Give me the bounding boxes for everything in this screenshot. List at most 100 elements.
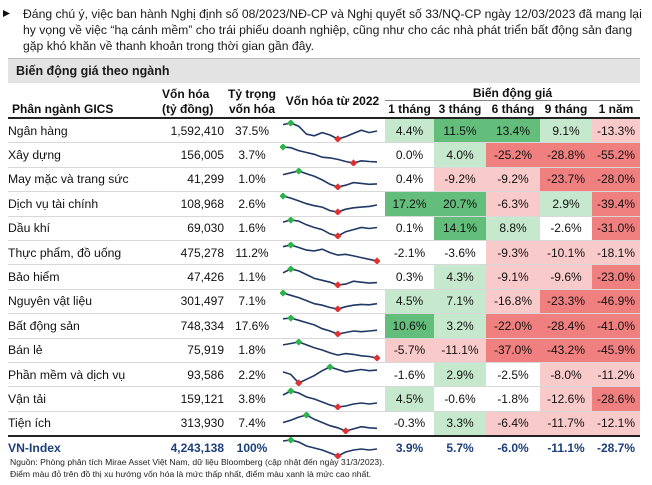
sparkline-min-marker bbox=[342, 427, 350, 435]
market-cap-value: 41,299 bbox=[154, 167, 224, 193]
sparkline-path bbox=[282, 292, 378, 311]
header-period-1m: 1 tháng bbox=[385, 100, 434, 119]
sparkline-min-marker bbox=[334, 135, 342, 142]
sparkline-path bbox=[282, 317, 378, 335]
change-6m: -16.8% bbox=[486, 289, 540, 315]
change-1m: -2.1% bbox=[385, 240, 434, 266]
header-mcap-cell: Vốn hóa (tỷ đồng) bbox=[154, 86, 224, 119]
sparkline-min-marker bbox=[373, 354, 380, 362]
sparkline-min-marker bbox=[334, 208, 342, 215]
sparkline-chart bbox=[282, 314, 378, 337]
sparkline-min-marker bbox=[334, 403, 342, 410]
sparkline-cell bbox=[280, 362, 385, 388]
sparkline-min-marker bbox=[334, 330, 342, 337]
table-row: Dầu khí 69,030 1.6% 0.1% 14.1% 8.8% -2.6% -31.0… bbox=[8, 216, 641, 241]
sector-name: Phần mềm và dịch vụ bbox=[8, 362, 154, 388]
sparkline-path bbox=[282, 219, 378, 238]
change-1y: -28.7% bbox=[592, 435, 641, 460]
sector-name: Ngân hàng bbox=[8, 118, 154, 144]
sparkline-cell bbox=[280, 435, 385, 460]
change-3m: 14.1% bbox=[434, 216, 486, 241]
market-cap-value: 4,243,138 bbox=[154, 435, 224, 460]
change-3m: 3.2% bbox=[434, 313, 486, 339]
change-9m: -2.6% bbox=[540, 216, 592, 241]
change-1m: 0.4% bbox=[385, 167, 434, 193]
change-6m: -1.8% bbox=[486, 386, 540, 412]
change-9m: -10.1% bbox=[540, 240, 592, 266]
sparkline-chart bbox=[282, 217, 378, 240]
header-change-group: Biến động giá bbox=[385, 86, 641, 101]
weight-value: 3.7% bbox=[224, 142, 280, 168]
sparkline-path bbox=[282, 268, 378, 286]
change-9m: -12.6% bbox=[540, 386, 592, 412]
sector-name: Nguyên vật liệu bbox=[8, 289, 154, 315]
sparkline-cell bbox=[280, 289, 385, 315]
change-9m: -23.3% bbox=[540, 289, 592, 315]
sparkline-max-marker bbox=[326, 363, 334, 371]
weight-value: 3.8% bbox=[224, 386, 280, 412]
change-1y: -11.2% bbox=[592, 362, 641, 388]
change-6m: -9.1% bbox=[486, 264, 540, 290]
change-3m: 7.1% bbox=[434, 289, 486, 315]
change-1m: 4.5% bbox=[385, 386, 434, 412]
change-1m: 4.5% bbox=[385, 289, 434, 315]
table-body: Ngân hàng 1,592,410 37.5% 4.4% 11.5% 13.4% 9.1… bbox=[8, 118, 641, 437]
section-title: Biến động giá theo ngành bbox=[16, 64, 170, 78]
market-cap-value: 1,592,410 bbox=[154, 118, 224, 144]
change-6m: 13.4% bbox=[486, 118, 540, 144]
change-1y: -23.0% bbox=[592, 264, 641, 290]
sparkline-max-marker bbox=[302, 412, 311, 420]
market-cap-value: 47,426 bbox=[154, 264, 224, 290]
header-weight-line1: Tỷ trọng bbox=[228, 87, 276, 101]
sparkline-cell bbox=[280, 167, 385, 193]
change-1m: -1.6% bbox=[385, 362, 434, 388]
table-row: Vận tải 159,121 3.8% 4.5% -0.6% -1.8% -12.6% -2… bbox=[8, 386, 641, 412]
weight-value: 11.2% bbox=[224, 240, 280, 266]
sparkline-min-marker bbox=[334, 305, 342, 313]
change-9m: 9.1% bbox=[540, 118, 592, 144]
footer-notes: Nguồn: Phòng phân tích Mirae Asset Việt … bbox=[10, 457, 384, 480]
header-sector-cell: Phân ngành GICS bbox=[8, 86, 154, 119]
change-1m: -0.3% bbox=[393, 416, 426, 431]
change-6m: -6.3% bbox=[486, 191, 540, 217]
header-row-periods: 1 tháng 3 tháng 6 tháng 9 tháng 1 năm bbox=[8, 100, 641, 119]
change-6m: -25.2% bbox=[486, 142, 540, 168]
market-cap-value: 69,030 bbox=[154, 216, 224, 241]
table-row: Tiện ích 313,930 7.4% -0.3% 3.3% -6.4% -11.7% -… bbox=[8, 411, 641, 437]
sector-name: Tiện ích bbox=[8, 416, 51, 431]
table-row: Nguyên vật liệu 301,497 7.1% 4.5% 7.1% -16.8%… bbox=[8, 289, 641, 315]
footer-source: Nguồn: Phòng phân tích Mirae Asset Việt … bbox=[10, 457, 385, 467]
weight-value: 37.5% bbox=[224, 118, 280, 144]
header-period-3m: 3 tháng bbox=[434, 100, 486, 119]
change-9m: -9.6% bbox=[540, 264, 592, 290]
header-weight-line2: vốn hóa bbox=[228, 102, 275, 116]
change-1y: -55.2% bbox=[592, 142, 641, 168]
change-6m: -2.5% bbox=[486, 362, 540, 388]
sector-name: Dầu khí bbox=[8, 216, 154, 241]
change-1y: -39.4% bbox=[592, 191, 641, 217]
change-1y: -45.9% bbox=[592, 338, 641, 363]
sector-name: Xây dựng bbox=[8, 142, 154, 168]
change-1y: -46.9% bbox=[592, 289, 641, 315]
table-row: Dịch vụ tài chính 108,968 2.6% 17.2% 20.7% -6… bbox=[8, 191, 641, 217]
change-3m: 5.7% bbox=[434, 435, 486, 460]
change-9m: -43.2% bbox=[540, 338, 592, 363]
sparkline-max-marker bbox=[287, 119, 295, 127]
sparkline-cell bbox=[280, 142, 385, 168]
header-period-1y: 1 năm bbox=[592, 100, 641, 119]
table-row: Phần mềm và dịch vụ 93,586 2.2% -1.6% 2.9% -2… bbox=[8, 362, 641, 388]
footer-legend-note: Điểm màu đỏ trên đồ thị xu hướng vốn hóa… bbox=[10, 468, 372, 479]
sparkline-chart bbox=[282, 119, 378, 142]
weight-value: 17.6% bbox=[224, 313, 280, 339]
change-3m: 20.7% bbox=[434, 191, 486, 217]
header-spark-cell: Vốn hóa từ 2022 bbox=[280, 86, 385, 119]
change-3m: 4.0% bbox=[434, 142, 486, 168]
weight-value: 100% bbox=[224, 435, 280, 460]
table-row: May mặc và trang sức 41,299 1.0% 0.4% -9.2% -… bbox=[8, 167, 641, 193]
change-3m: -0.6% bbox=[434, 386, 486, 412]
header-weight-cell: Tỷ trọng vốn hóa bbox=[224, 86, 280, 119]
change-6m: -6.0% bbox=[486, 435, 540, 460]
market-cap-value: 75,919 bbox=[154, 338, 224, 363]
change-1m: 0.0% bbox=[385, 142, 434, 168]
change-6m: -37.0% bbox=[486, 338, 540, 363]
